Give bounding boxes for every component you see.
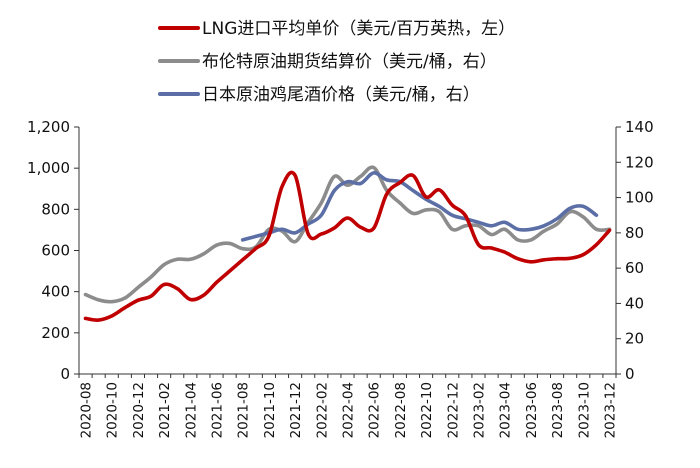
- x-tick-label: 2022-10: [419, 382, 435, 438]
- x-tick-label: 2020-12: [131, 382, 147, 438]
- x-tick-label: 2022-08: [393, 382, 409, 438]
- x-tick-label: 2021-06: [210, 382, 226, 438]
- right-tick-label: 100: [625, 189, 654, 207]
- x-tick-label: 2020-10: [105, 382, 121, 438]
- x-tick-label: 2021-04: [183, 382, 199, 438]
- x-tick-label: 2023-04: [498, 382, 514, 438]
- x-tick-label: 2022-12: [445, 382, 461, 438]
- x-tick-label: 2023-08: [550, 382, 566, 438]
- x-tick-label: 2023-06: [524, 382, 540, 438]
- series-lines: [83, 165, 612, 322]
- legend-label-1: LNG进口平均单价（美元/百万英热，左）: [202, 19, 515, 39]
- left-tick-label: 0: [60, 365, 70, 383]
- left-tick-label: 1,000: [27, 159, 70, 177]
- series-line-lng: [83, 170, 612, 322]
- right-tick-label: 20: [625, 330, 644, 348]
- axes: 0 200 400 600 800 1,000 1,200 0 20 40 60 80 100 120 14…: [27, 118, 654, 438]
- legend-label-3: 日本原油鸡尾酒价格（美元/桶，右）: [202, 85, 480, 105]
- x-tick-label: 2022-04: [341, 382, 357, 438]
- x-tick-label: 2021-02: [157, 382, 173, 438]
- left-tick-label: 600: [41, 242, 70, 260]
- x-tick-label: 2021-08: [236, 382, 252, 438]
- x-tick-label: 2022-02: [314, 382, 330, 438]
- right-tick-label: 120: [625, 153, 654, 171]
- left-tick-label: 1,200: [27, 118, 70, 136]
- x-tick-label: 2020-08: [79, 382, 95, 438]
- left-tick-label: 200: [41, 324, 70, 342]
- right-tick-label: 140: [625, 118, 654, 136]
- right-tick-label: 60: [625, 259, 644, 277]
- series-line-japan-crude: [240, 171, 599, 242]
- x-tick-label: 2023-12: [602, 382, 618, 438]
- x-tick-label: 2022-06: [367, 382, 383, 438]
- x-tick-label: 2023-10: [576, 382, 592, 438]
- legend-label-2: 布伦特原油期货结算价（美元/桶，右）: [202, 52, 497, 72]
- left-tick-label: 800: [41, 200, 70, 218]
- right-tick-label: 80: [625, 224, 644, 242]
- left-tick-label: 400: [41, 283, 70, 301]
- right-tick-label: 0: [625, 365, 635, 383]
- legend: LNG进口平均单价（美元/百万英热，左） 布伦特原油期货结算价（美元/桶，右） 日本…: [158, 19, 515, 105]
- x-tick-label: 2023-02: [471, 382, 487, 438]
- right-tick-label: 40: [625, 294, 644, 312]
- x-tick-label: 2021-10: [262, 382, 278, 438]
- series-line-brent: [83, 165, 612, 304]
- x-tick-label: 2021-12: [288, 382, 304, 438]
